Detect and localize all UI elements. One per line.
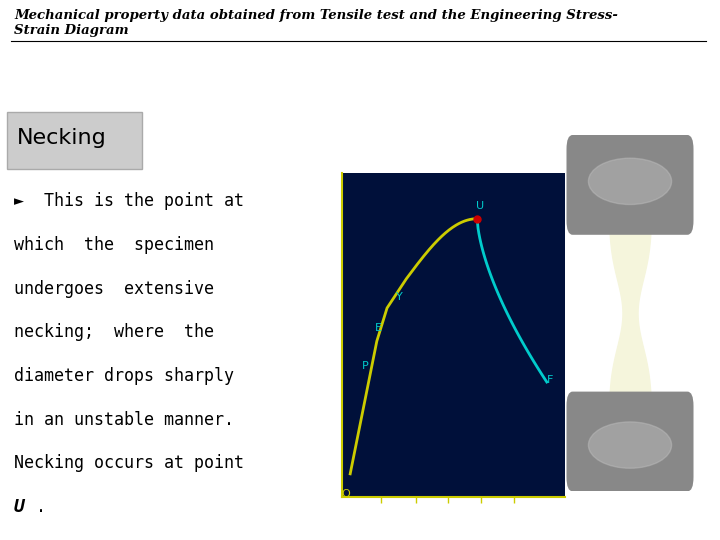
Ellipse shape [588, 422, 672, 468]
Text: undergoes  extensive: undergoes extensive [14, 280, 214, 298]
Text: E: E [375, 323, 382, 333]
Text: F: F [546, 375, 553, 385]
Text: P: P [362, 361, 369, 371]
Text: which  the  specimen: which the specimen [14, 236, 214, 254]
Text: ►  This is the point at: ► This is the point at [14, 192, 243, 211]
Text: .: . [35, 498, 45, 516]
Ellipse shape [588, 158, 672, 205]
Text: U: U [476, 201, 485, 211]
Text: Necking: Necking [17, 129, 107, 148]
Text: O: O [342, 489, 351, 499]
Text: Necking occurs at point: Necking occurs at point [14, 455, 243, 472]
FancyBboxPatch shape [567, 135, 693, 235]
Text: necking;  where  the: necking; where the [14, 323, 214, 341]
Text: in an unstable manner.: in an unstable manner. [14, 411, 233, 429]
Text: Mechanical property data obtained from Tensile test and the Engineering Stress-
: Mechanical property data obtained from T… [14, 9, 618, 37]
Text: U: U [14, 498, 24, 516]
Text: Y: Y [396, 292, 402, 302]
Text: diameter drops sharply: diameter drops sharply [14, 367, 233, 385]
FancyBboxPatch shape [6, 112, 142, 169]
FancyBboxPatch shape [567, 392, 693, 491]
